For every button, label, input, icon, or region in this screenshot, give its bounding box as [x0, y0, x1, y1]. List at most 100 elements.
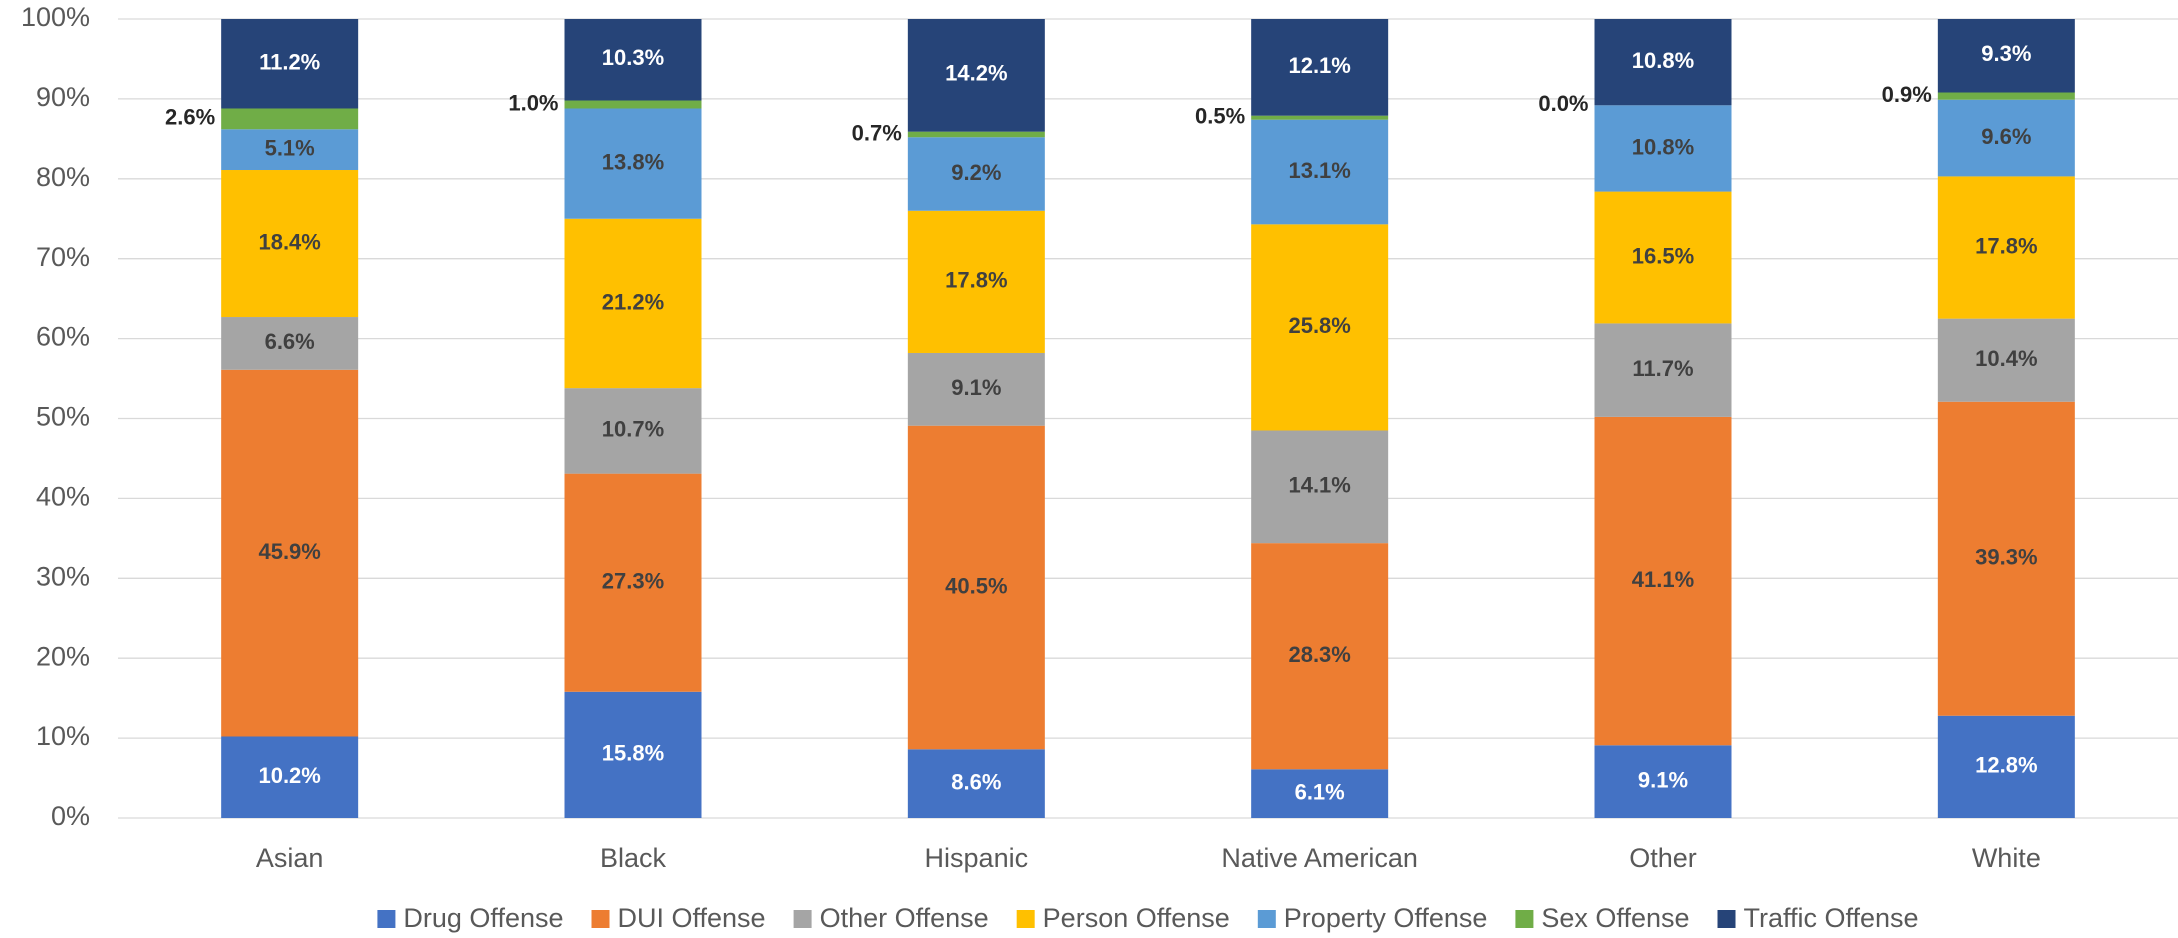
legend-label: Person Offense: [1043, 903, 1230, 933]
data-label: 8.6%: [951, 769, 1001, 794]
data-label: 10.2%: [258, 763, 320, 788]
legend-swatch: [1515, 910, 1534, 928]
data-label: 28.3%: [1288, 642, 1350, 667]
data-label: 6.1%: [1295, 779, 1345, 804]
bar-segment: [221, 129, 359, 171]
bar-segment: [1937, 176, 2075, 319]
bars: [221, 19, 2075, 818]
y-tick-label: 40%: [36, 482, 90, 512]
bar-segment: [1251, 119, 1389, 225]
data-label: 39.3%: [1975, 545, 2037, 570]
y-tick-label: 80%: [36, 162, 90, 192]
bar-segment: [1251, 19, 1389, 116]
legend-swatch: [793, 910, 812, 928]
bar-segment: [564, 218, 702, 389]
bar-segment: [1594, 19, 1732, 106]
x-tick-label: Black: [600, 843, 667, 873]
legend-label: Drug Offense: [403, 903, 563, 933]
legend-label: DUI Offense: [618, 903, 766, 933]
y-tick-label: 20%: [36, 641, 90, 671]
bar-segment: [564, 19, 702, 101]
bar-segment: [564, 691, 702, 818]
y-tick-label: 10%: [36, 721, 90, 751]
bar-segment: [1937, 715, 2075, 818]
data-label: 0.0%: [1538, 91, 1588, 116]
bar-segment: [564, 473, 702, 692]
data-label: 10.8%: [1632, 134, 1694, 159]
legend-label: Property Offense: [1284, 903, 1488, 933]
data-label: 17.8%: [945, 268, 1007, 293]
data-label: 13.8%: [602, 149, 664, 174]
y-tick-label: 90%: [36, 82, 90, 112]
y-tick-label: 50%: [36, 402, 90, 432]
bar-segment: [564, 388, 702, 474]
data-label: 12.8%: [1975, 753, 2037, 778]
legend-label: Traffic Offense: [1744, 903, 1919, 933]
bar-segment: [1937, 318, 2075, 402]
legend-swatch: [377, 910, 396, 928]
data-label: 12.1%: [1288, 53, 1350, 78]
x-tick-label: Hispanic: [925, 843, 1029, 873]
data-label: 45.9%: [258, 539, 320, 564]
bar-segment: [221, 369, 359, 737]
data-label: 40.5%: [945, 573, 1007, 598]
y-tick-label: 70%: [36, 242, 90, 272]
bar-segment: [1251, 115, 1389, 120]
legend-label: Other Offense: [820, 903, 989, 933]
data-label: 10.3%: [602, 45, 664, 70]
data-label: 0.9%: [1882, 82, 1932, 107]
y-tick-label: 0%: [51, 801, 90, 831]
bar-segment: [907, 137, 1045, 211]
data-label: 21.2%: [602, 289, 664, 314]
bar-segment: [907, 749, 1045, 818]
data-label: 16.5%: [1632, 243, 1694, 268]
bar-segment: [1251, 430, 1389, 544]
x-tick-label: Native American: [1221, 843, 1418, 873]
bar-segment: [1937, 19, 2075, 93]
data-label: 14.1%: [1288, 473, 1350, 498]
legend-swatch: [1717, 910, 1736, 928]
data-label: 9.1%: [1638, 767, 1688, 792]
bar-segment: [1594, 416, 1732, 746]
bar-segment: [1937, 99, 2075, 177]
bar-segment: [907, 131, 1045, 138]
bar-segment: [221, 736, 359, 818]
x-tick-label: Other: [1629, 843, 1697, 873]
data-label: 41.1%: [1632, 567, 1694, 592]
data-label: 27.3%: [602, 569, 664, 594]
bar-segment: [221, 108, 359, 130]
bar-segment: [907, 352, 1045, 426]
data-label: 0.5%: [1195, 103, 1245, 128]
bar-segment: [1594, 745, 1732, 818]
legend-swatch: [1016, 910, 1035, 928]
legend-label: Sex Offense: [1541, 903, 1689, 933]
data-label: 9.2%: [951, 160, 1001, 185]
data-label: 9.1%: [951, 375, 1001, 400]
x-tick-label: White: [1972, 843, 2041, 873]
data-label: 10.4%: [1975, 346, 2037, 371]
data-label: 25.8%: [1288, 313, 1350, 338]
data-label: 5.1%: [265, 135, 315, 160]
legend-swatch: [1257, 910, 1276, 928]
bar-segment: [907, 210, 1045, 353]
bar-segment: [1594, 323, 1732, 417]
data-label: 14.2%: [945, 61, 1007, 86]
bar-segment: [564, 108, 702, 219]
data-label: 10.7%: [602, 417, 664, 442]
data-label: 0.7%: [852, 120, 902, 145]
data-label: 9.6%: [1981, 124, 2031, 149]
data-label: 2.6%: [165, 105, 215, 130]
bar-segment: [1251, 224, 1389, 431]
data-label: 15.8%: [602, 741, 664, 766]
bar-segment: [221, 317, 359, 370]
bar-segment: [1937, 401, 2075, 716]
bar-segment: [221, 170, 359, 318]
bar-segment: [564, 100, 702, 109]
bar-segment: [221, 19, 359, 109]
bar-segment: [907, 425, 1045, 750]
data-label: 9.3%: [1981, 41, 2031, 66]
data-label: 17.8%: [1975, 233, 2037, 258]
data-label: 11.7%: [1632, 356, 1693, 381]
bar-segment: [1251, 543, 1389, 770]
